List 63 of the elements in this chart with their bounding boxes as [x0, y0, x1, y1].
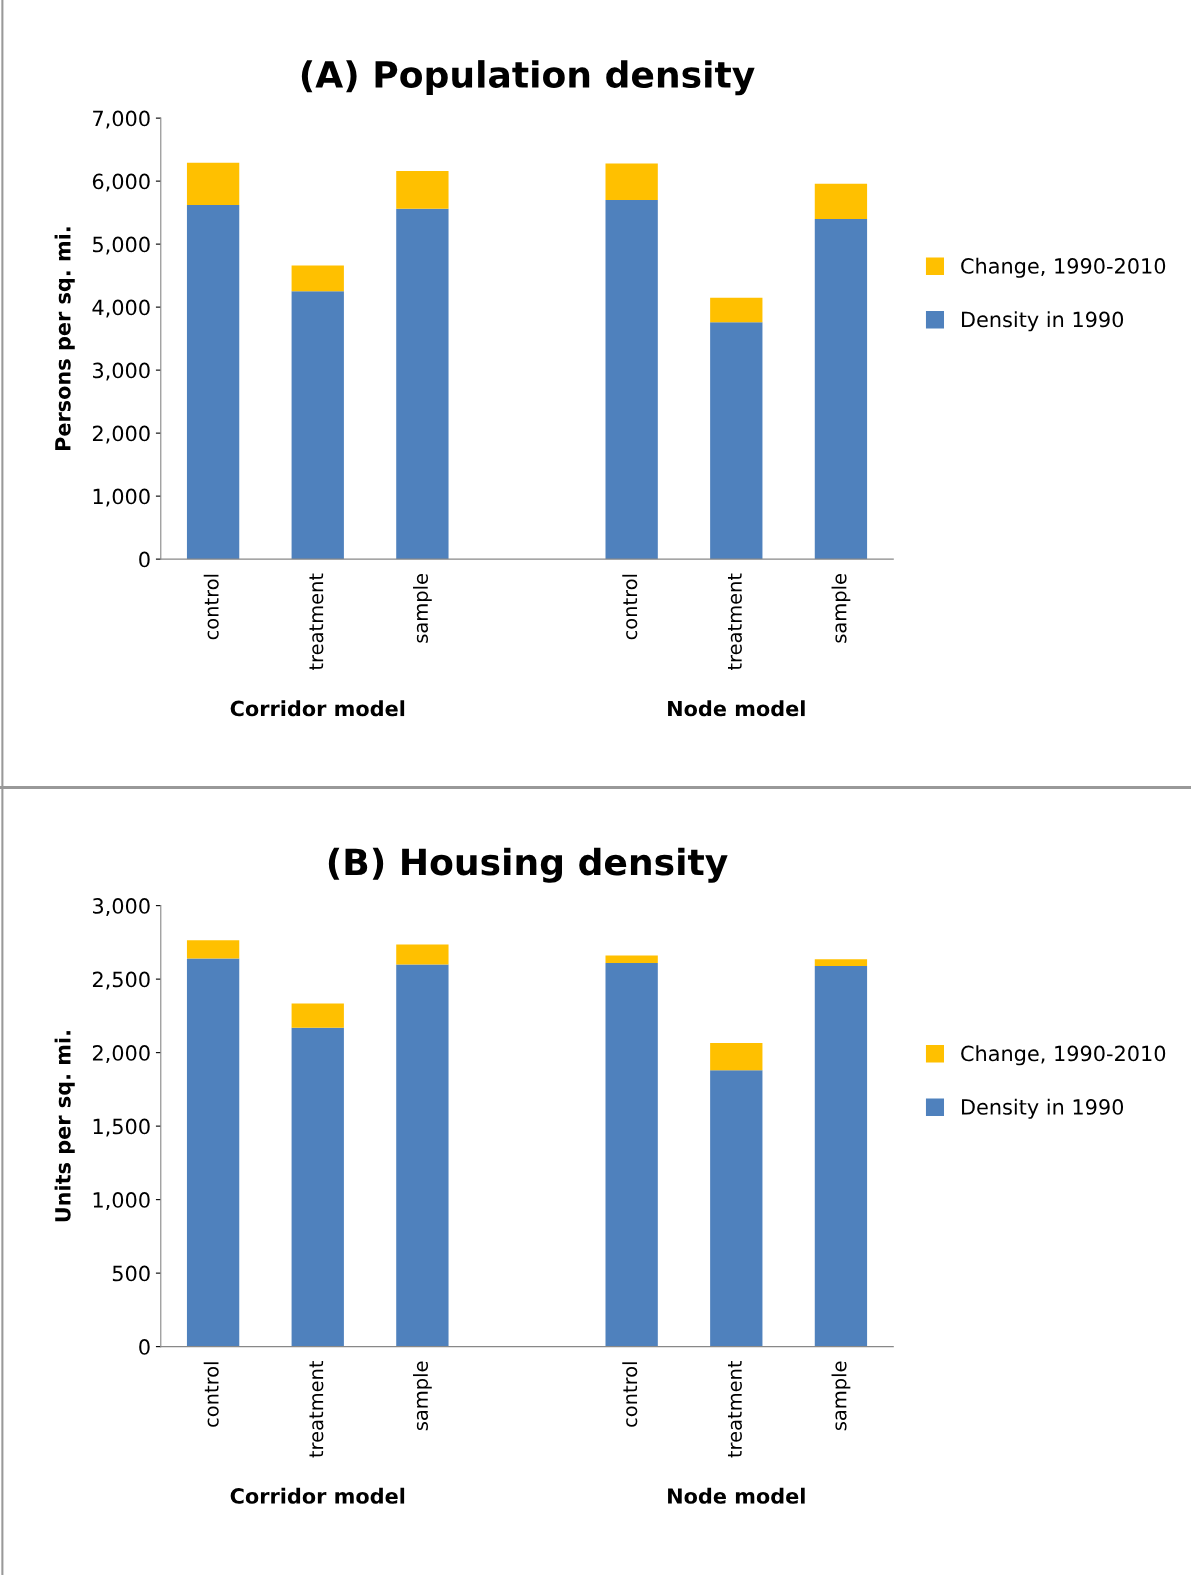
y-tick-label: 1,500 — [93, 1118, 150, 1137]
x-tick-label: control — [622, 574, 638, 640]
legend-label: Change, 1990-2010 — [961, 257, 1166, 278]
y-tick-label: 4,000 — [92, 299, 150, 318]
bar — [814, 183, 868, 219]
x-tick-label: treatment — [728, 1360, 742, 1458]
bar — [291, 1027, 344, 1347]
legend-label: Change, 1990-2010 — [961, 1045, 1166, 1066]
text: Corridor model — [230, 700, 405, 717]
y-tick-label: 1,000 — [93, 1192, 150, 1210]
x-tick-label: control — [203, 574, 219, 640]
text: Node model — [668, 1487, 805, 1504]
legend-label: Density in 1990 — [962, 1098, 1124, 1119]
bar — [710, 1070, 763, 1347]
x-tick-label: control — [203, 1362, 219, 1427]
legend-label: Density in 1990 — [962, 311, 1124, 332]
y-tick-label: 500 — [112, 1265, 150, 1282]
x-tick-label: sample — [412, 1361, 432, 1431]
y-tick-label: 2,500 — [92, 971, 150, 990]
x-tick-label: sample — [412, 574, 432, 643]
y-axis-title: Persons per sq. mi. — [54, 227, 75, 451]
x-tick-label: treatment — [309, 1360, 324, 1458]
x-tick-label: treatment — [728, 573, 742, 671]
bar — [186, 958, 240, 1347]
bar — [396, 208, 449, 560]
bar — [396, 964, 449, 1347]
bar — [186, 162, 240, 206]
y-tick-label: 1,000 — [93, 488, 150, 507]
x-tick-label: treatment — [309, 573, 324, 671]
bar — [710, 297, 763, 323]
bar — [605, 163, 658, 201]
x-tick-label: sample — [831, 574, 851, 643]
bar — [710, 322, 763, 560]
y-tick-label: 3,000 — [93, 898, 150, 916]
bar — [605, 962, 658, 1347]
bar — [291, 1003, 344, 1028]
bar — [186, 940, 240, 959]
y-tick-label: 0 — [139, 551, 150, 568]
y-tick-label: 6,000 — [92, 173, 150, 192]
text: Node model — [668, 700, 805, 717]
chart-title: (A) Population density — [301, 60, 755, 96]
x-tick-label: control — [622, 1362, 638, 1427]
bar — [814, 959, 868, 966]
x-tick-label: sample — [831, 1361, 851, 1431]
y-tick-label: 2,000 — [92, 1045, 150, 1063]
y-tick-label: 5,000 — [93, 236, 150, 255]
bar — [814, 218, 868, 560]
bar — [291, 265, 344, 292]
bar — [186, 205, 240, 560]
bar — [814, 965, 868, 1347]
bar — [291, 291, 344, 560]
y-axis-title: Units per sq. mi. — [54, 1031, 75, 1222]
bar — [396, 171, 449, 209]
bar — [710, 1043, 763, 1071]
bar — [605, 955, 658, 963]
text: Corridor model — [230, 1487, 405, 1504]
y-tick-label: 0 — [139, 1339, 150, 1355]
bar — [396, 944, 449, 965]
y-tick-label: 2,000 — [92, 425, 150, 444]
chart-title: (B) Housing density — [328, 847, 728, 883]
y-tick-label: 3,000 — [93, 362, 150, 381]
bar — [605, 200, 658, 560]
y-tick-label: 7,000 — [93, 110, 150, 129]
